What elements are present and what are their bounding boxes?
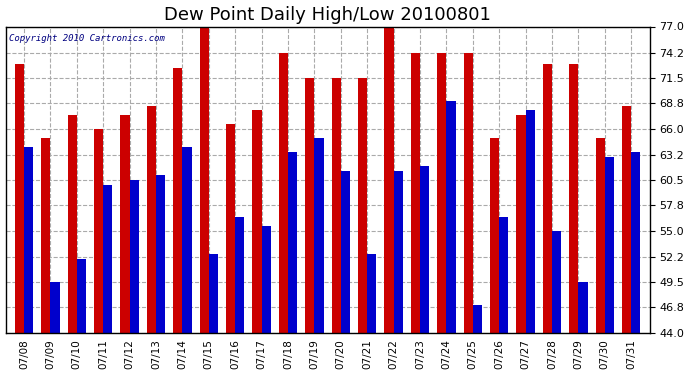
- Bar: [552, 231, 561, 333]
- Bar: [578, 282, 588, 333]
- Bar: [199, 27, 209, 333]
- Bar: [50, 282, 59, 333]
- Bar: [500, 217, 509, 333]
- Bar: [526, 110, 535, 333]
- Bar: [464, 53, 473, 333]
- Text: Copyright 2010 Cartronics.com: Copyright 2010 Cartronics.com: [9, 34, 165, 43]
- Bar: [279, 53, 288, 333]
- Bar: [605, 157, 614, 333]
- Bar: [367, 254, 377, 333]
- Bar: [41, 138, 50, 333]
- Bar: [569, 64, 578, 333]
- Bar: [437, 53, 446, 333]
- Bar: [490, 138, 500, 333]
- Bar: [173, 68, 182, 333]
- Bar: [393, 171, 403, 333]
- Bar: [120, 115, 130, 333]
- Bar: [14, 64, 24, 333]
- Bar: [156, 175, 166, 333]
- Bar: [94, 129, 104, 333]
- Bar: [473, 305, 482, 333]
- Bar: [622, 105, 631, 333]
- Bar: [262, 226, 271, 333]
- Bar: [209, 254, 218, 333]
- Bar: [288, 152, 297, 333]
- Bar: [182, 147, 192, 333]
- Bar: [130, 180, 139, 333]
- Bar: [446, 101, 455, 333]
- Bar: [595, 138, 605, 333]
- Bar: [516, 115, 526, 333]
- Bar: [104, 184, 112, 333]
- Bar: [235, 217, 244, 333]
- Bar: [68, 115, 77, 333]
- Bar: [411, 53, 420, 333]
- Bar: [24, 147, 33, 333]
- Bar: [631, 152, 640, 333]
- Bar: [77, 259, 86, 333]
- Bar: [147, 105, 156, 333]
- Bar: [543, 64, 552, 333]
- Bar: [341, 171, 350, 333]
- Bar: [253, 110, 262, 333]
- Bar: [358, 78, 367, 333]
- Bar: [305, 78, 315, 333]
- Bar: [384, 27, 393, 333]
- Bar: [332, 78, 341, 333]
- Bar: [420, 166, 429, 333]
- Bar: [226, 124, 235, 333]
- Bar: [315, 138, 324, 333]
- Title: Dew Point Daily High/Low 20100801: Dew Point Daily High/Low 20100801: [164, 6, 491, 24]
